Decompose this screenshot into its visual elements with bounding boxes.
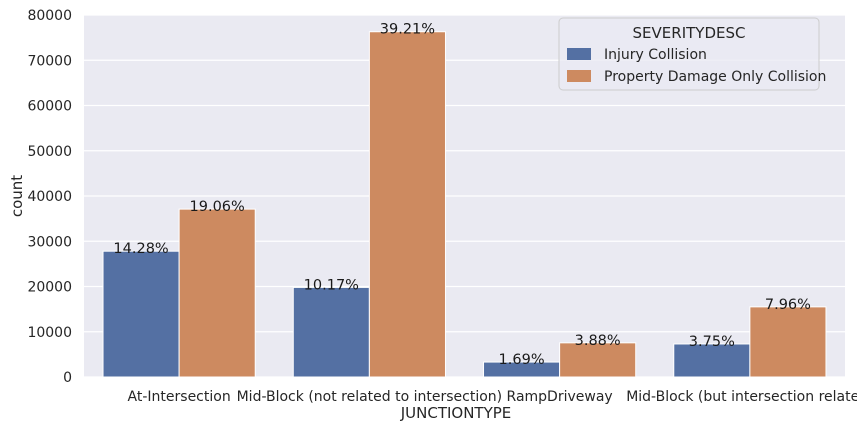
legend-box [558,17,820,91]
bar-value-label: 14.28% [113,241,168,257]
x-tick-labels: At-Intersection Mid-Block (not related to… [128,389,857,405]
x-tick-label: RampDriveway [507,389,613,405]
y-tick-label: 10000 [27,325,72,341]
y-tick-label: 40000 [27,189,72,205]
bar-injury [292,286,370,378]
bar-value-label: 3.88% [575,333,621,349]
legend-swatch-property-damage [567,70,591,82]
bar-value-label: 19.06% [190,199,245,215]
x-tick-label: At-Intersection [128,389,231,405]
y-axis-title: count [8,175,26,217]
bar-value-label: 10.17% [304,277,359,293]
legend: SEVERITYDESC Injury Collision Property D… [558,17,826,91]
bar-property-damage [749,306,827,378]
bar-value-label: 1.69% [499,352,545,368]
bar-value-label: 7.96% [765,297,811,313]
bar-injury [102,250,180,378]
bar-value-labels: 14.28% 19.06% 10.17% 39.21% 1.69% 3.88% 3.75% 7… [113,22,811,368]
legend-swatch-injury [567,48,591,60]
bar-property-damage [559,342,637,378]
y-tick-label: 60000 [27,99,72,115]
bar-injury [673,343,751,378]
bar-value-label: 39.21% [380,22,435,38]
y-tick-label: 50000 [27,144,72,160]
bar-property-damage [368,31,446,378]
y-tick-labels: 0 10000 20000 30000 40000 50000 60000 70000 8000… [27,8,72,386]
x-tick-label: Mid-Block (not related to intersection) [237,389,503,405]
y-tick-label: 20000 [27,280,72,296]
bar-value-label: 3.75% [689,334,735,350]
bar-property-damage [178,208,256,378]
y-tick-label: 70000 [27,53,72,69]
y-tick-label: 0 [63,370,72,386]
legend-label-injury: Injury Collision [604,47,707,63]
legend-label-property-damage: Property Damage Only Collision [604,69,826,85]
legend-title: SEVERITYDESC [633,24,746,42]
y-tick-label: 80000 [27,8,72,24]
x-axis-title: JUNCTIONTYPE [400,404,512,422]
x-tick-label: Mid-Block (but intersection related) [626,389,857,405]
bars [102,31,827,378]
y-tick-label: 30000 [27,234,72,250]
